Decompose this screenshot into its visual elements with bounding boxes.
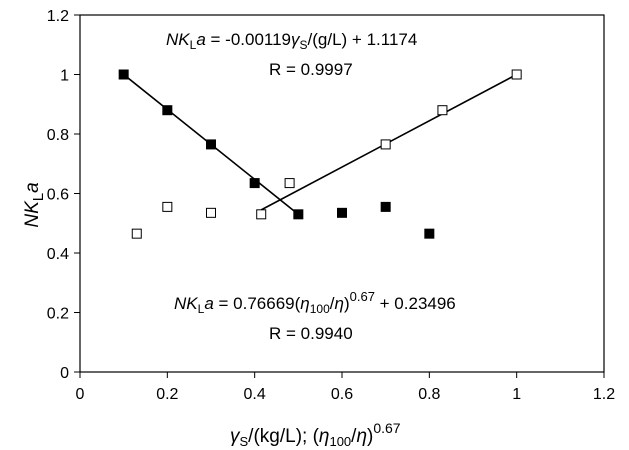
filled-square-point <box>380 201 391 212</box>
eq1-s: S <box>300 38 308 52</box>
filled-square-point <box>206 139 216 150</box>
open-square-point <box>206 207 216 218</box>
r-value-2: R = 0.9940 <box>269 324 353 343</box>
xlabel-slash: / <box>351 426 357 447</box>
data-markers <box>118 69 522 239</box>
ylabel-sub: L <box>30 193 47 201</box>
open-square-point <box>162 201 173 212</box>
xlabel-eta2: η <box>356 426 367 447</box>
xlabel-part1: /(kg/L); ( <box>248 426 319 447</box>
eq1-mid: = -0.00119 <box>206 30 291 49</box>
x-tick-label: 0.8 <box>418 386 440 403</box>
x-tick-label: 0.6 <box>331 386 353 403</box>
eq2-eta2: η <box>335 294 344 313</box>
xlabel-gamma: γ <box>230 426 241 447</box>
y-axis-label: NKLa <box>22 182 47 227</box>
ylabel-nk: NK <box>22 200 43 228</box>
eq2-close: ) <box>344 294 350 313</box>
r-value-1: R = 0.9997 <box>269 60 353 79</box>
equation-1: NKLa = -0.00119γS/(g/L) + 1.1174 <box>166 30 417 52</box>
x-axis-ticks: 0 0.2 0.4 0.6 0.8 1 1.2 <box>76 372 615 403</box>
eq1-sub: L <box>190 38 197 52</box>
eq2-tail: + 0.23496 <box>375 294 456 313</box>
open-square-point <box>256 209 267 220</box>
filled-square-point <box>118 69 129 80</box>
y-tick-label: 1 <box>60 68 69 85</box>
open-square-point <box>437 105 448 116</box>
x-tick-label: 0.4 <box>244 386 266 403</box>
x-tick-label: 0 <box>76 386 85 403</box>
xlabel-eta1: η <box>319 426 330 447</box>
eq1-nk: NK <box>166 30 190 49</box>
eq1-gamma: γ <box>291 30 301 49</box>
y-tick-label: 1.2 <box>47 8 69 25</box>
y-tick-label: 0.6 <box>47 187 69 204</box>
fit-lines <box>123 73 518 215</box>
y-tick-label: 0.2 <box>47 306 69 323</box>
filled-square-point <box>162 105 173 116</box>
eq2-a: a <box>204 294 213 313</box>
y-tick-label: 0.8 <box>47 127 69 144</box>
eq2-sub100: 100 <box>310 302 330 316</box>
x-tick-label: 1.2 <box>593 386 615 403</box>
filled-square-point <box>249 178 260 189</box>
eq2-nk: NK <box>174 294 198 313</box>
y-tick-label: 0 <box>60 365 69 382</box>
eq2-sub: L <box>198 302 205 316</box>
open-square-point <box>380 139 391 150</box>
xlabel-close: ) <box>367 426 373 447</box>
eq2-eta1: η <box>300 294 309 313</box>
open-square-point <box>131 228 142 239</box>
eq2-slash: / <box>330 294 335 313</box>
equation-2: NKLa = 0.76669(η100/η)0.67 + 0.23496 <box>174 289 456 316</box>
xlabel-sub-100: 100 <box>329 434 351 449</box>
eq2-exp: 0.67 <box>350 289 375 304</box>
filled-square-point <box>337 207 347 218</box>
open-square-point <box>511 69 522 80</box>
eq1-a: a <box>196 30 205 49</box>
xlabel-sub-s: S <box>240 434 249 449</box>
x-tick-label: 1 <box>512 386 521 403</box>
ylabel-a: a <box>22 182 43 193</box>
filled-square-point <box>293 209 304 220</box>
xlabel-exp: 0.67 <box>373 420 400 436</box>
x-axis-label: γS/(kg/L); (η100/η)0.67 <box>230 420 401 449</box>
filled-square-point <box>424 228 435 239</box>
y-axis-ticks: 0 0.2 0.4 0.6 0.8 1 1.2 <box>47 8 80 382</box>
eq1-tail: /(g/L) + 1.1174 <box>308 30 418 49</box>
eq2-mid: = 0.76669( <box>214 294 301 313</box>
x-tick-label: 0.2 <box>156 386 178 403</box>
open-square-point <box>284 178 295 189</box>
y-tick-label: 0.4 <box>47 246 69 263</box>
